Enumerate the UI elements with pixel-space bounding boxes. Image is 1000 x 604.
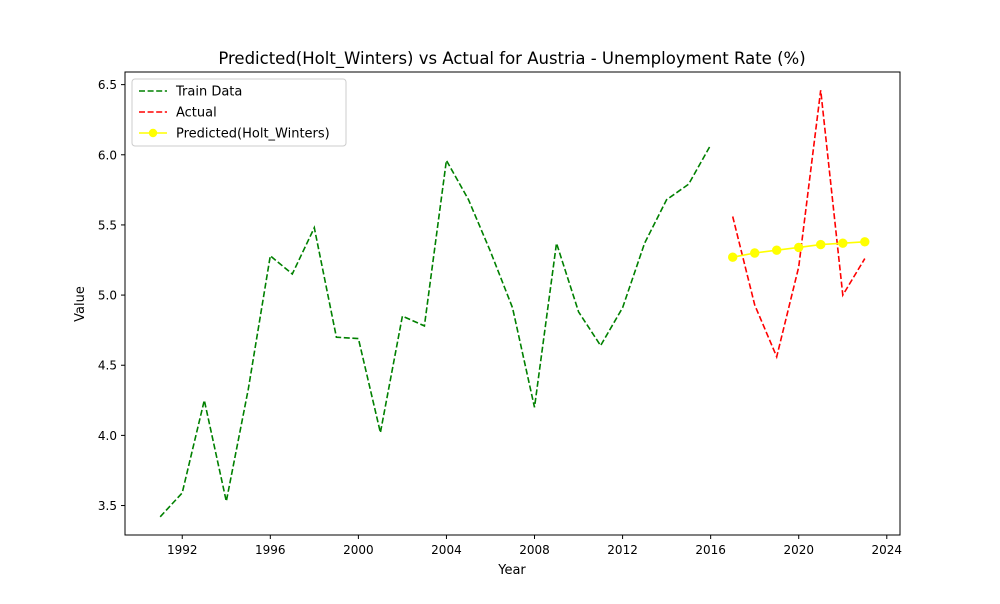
y-tick-label: 6.5 (98, 78, 117, 92)
data-point (860, 237, 870, 247)
legend-box (131, 78, 347, 147)
y-axis-label: Value (73, 286, 88, 322)
x-tick-label: 2020 (783, 543, 814, 557)
legend-marker-3 (148, 128, 158, 138)
x-tick-label: 2012 (607, 543, 638, 557)
legend: Train Data Actual Predicted(Holt_Winters) (131, 78, 347, 147)
data-point (772, 245, 782, 255)
chart-title: Predicted(Holt_Winters) vs Actual for Au… (218, 49, 805, 69)
legend-label-1: Train Data (175, 85, 242, 100)
x-tick-label: 1996 (255, 543, 286, 557)
data-point (728, 252, 738, 262)
axes: 1992 1996 2000 2004 2008 2012 2016 2020 2024 3.5 4… (98, 71, 903, 557)
data-point (838, 238, 848, 248)
legend-label-2: Actual (176, 106, 217, 121)
series-line-2 (731, 90, 866, 360)
y-tick-label: 3.5 (98, 499, 117, 513)
x-axis-label: Year (497, 563, 526, 578)
data-point (816, 239, 826, 250)
data-point (794, 242, 804, 253)
y-tick-label: 5.0 (98, 289, 117, 303)
y-tick-label: 4.5 (98, 359, 117, 373)
x-tick-label: 2016 (695, 543, 726, 557)
y-tick-label: 4.0 (98, 429, 117, 443)
data-point (750, 248, 760, 258)
y-tick-label: 5.5 (98, 218, 117, 232)
series-line-1 (159, 144, 712, 518)
x-tick-label: 1992 (167, 543, 198, 557)
x-tick-label: 2008 (519, 543, 550, 557)
plot-area (159, 90, 870, 518)
x-tick-label: 2000 (343, 543, 374, 557)
y-tick-label: 6.0 (98, 148, 117, 162)
x-tick-label: 2024 (872, 543, 903, 557)
axes-frame (124, 71, 901, 536)
x-tick-label: 2004 (431, 543, 462, 557)
legend-label-3: Predicted(Holt_Winters) (176, 127, 330, 142)
